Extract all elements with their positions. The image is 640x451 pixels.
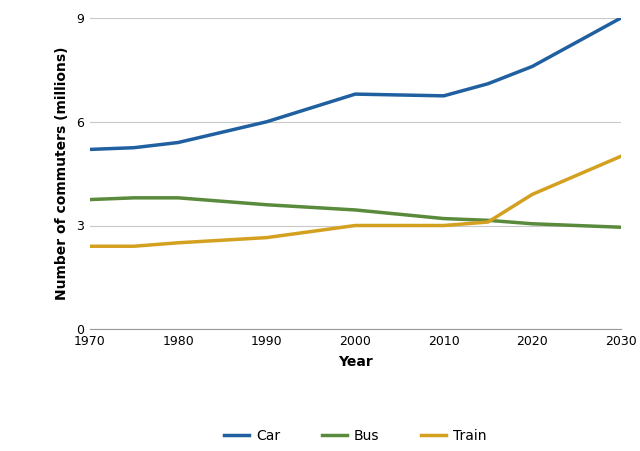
X-axis label: Year: Year <box>338 355 372 369</box>
Y-axis label: Number of commuters (millions): Number of commuters (millions) <box>55 47 69 300</box>
Legend: Car, Bus, Train: Car, Bus, Train <box>218 423 492 448</box>
